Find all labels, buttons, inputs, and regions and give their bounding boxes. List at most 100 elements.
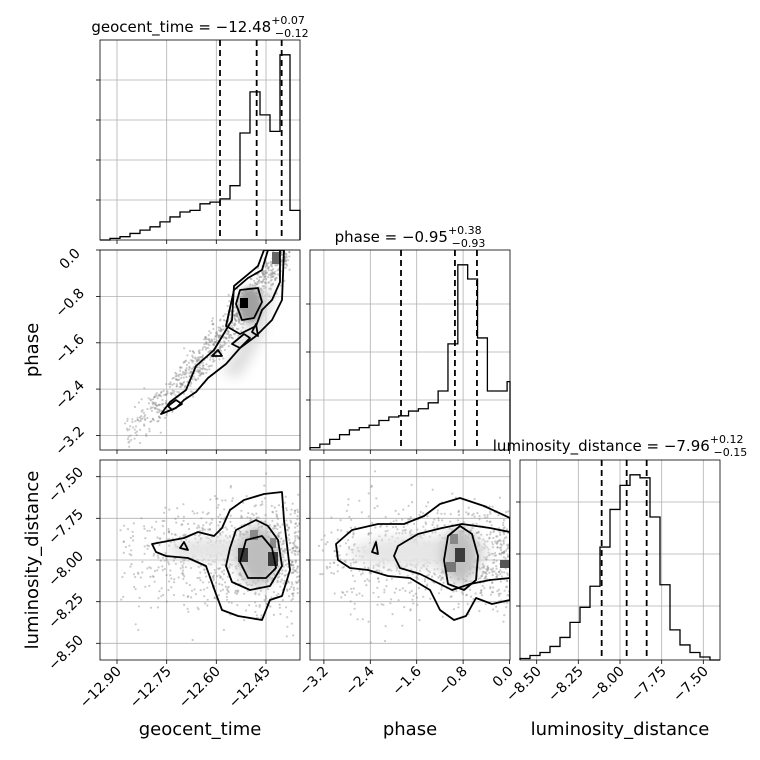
scatter-point (271, 275, 274, 278)
scatter-point (186, 607, 189, 611)
scatter-point (218, 336, 221, 339)
scatter-point (495, 605, 498, 608)
scatter-point (137, 401, 140, 404)
scatter-point (191, 350, 194, 353)
scatter-point (169, 383, 172, 386)
scatter-point (162, 389, 165, 392)
scatter-point (392, 520, 395, 523)
scatter-point (212, 343, 215, 346)
scatter-point (285, 606, 288, 609)
scatter-point (273, 525, 276, 528)
scatter-point (214, 571, 217, 574)
xtick-labels-luminosity-distance: −8.50 −8.25 −8.00 −7.75 −7.50 (503, 664, 712, 706)
scatter-point (369, 572, 372, 575)
xtick-labels-geocent-time: −12.90 −12.75 −12.60 −12.45 (77, 664, 274, 712)
scatter-point (223, 341, 226, 344)
scatter-point (194, 534, 197, 537)
scatter-point (182, 534, 185, 537)
scatter-point (449, 513, 452, 516)
scatter-point (394, 509, 397, 512)
scatter-point (227, 601, 230, 604)
scatter-point (367, 492, 370, 495)
scatter-point (194, 356, 197, 359)
scatter-point (291, 583, 294, 586)
scatter-point (204, 336, 208, 339)
scatter-point (233, 322, 236, 325)
scatter-point (280, 547, 283, 551)
scatter-point (140, 415, 143, 418)
scatter-point (239, 571, 242, 575)
scatter-point (170, 393, 173, 396)
scatter-point (282, 556, 285, 559)
scatter-point (493, 529, 496, 532)
scatter-point (287, 526, 290, 529)
scatter-point (502, 542, 505, 545)
scatter-point (491, 505, 494, 508)
scatter-point (483, 571, 486, 574)
scatter-point (188, 365, 191, 368)
scatter-point (195, 359, 198, 362)
scatter-point (198, 372, 201, 375)
scatter-point (150, 409, 154, 412)
scatter-point (272, 591, 276, 594)
scatter-point (502, 551, 505, 554)
scatter-point (169, 391, 172, 395)
scatter-point (222, 518, 225, 521)
scatter-point (353, 607, 356, 610)
scatter-point (218, 582, 221, 586)
scatter-point (144, 414, 147, 417)
scatter-point (162, 532, 166, 535)
scatter-point (367, 532, 370, 535)
scatter-point (296, 587, 299, 590)
scatter-point (155, 404, 158, 407)
scatter-point (282, 542, 285, 545)
scatter-point (282, 242, 284, 244)
scatter-point (505, 549, 508, 552)
scatter-point (272, 268, 275, 271)
scatter-point (211, 323, 214, 326)
scatter-point (202, 364, 205, 367)
scatter-point (155, 520, 158, 523)
scatter-point (294, 553, 297, 557)
scatter-point (196, 358, 199, 361)
scatter-point (280, 253, 283, 256)
scatter-point (425, 568, 428, 571)
scatter-point (158, 416, 161, 419)
scatter-point (326, 541, 329, 544)
scatter-point (196, 606, 199, 609)
scatter-point (483, 514, 486, 517)
scatter-point (398, 572, 401, 575)
xtick-label-phase-0: −3.2 (296, 664, 331, 699)
scatter-point (457, 602, 460, 606)
scatter-point (255, 614, 258, 617)
scatter-point (258, 593, 261, 596)
scatter-point (500, 551, 503, 554)
scatter-point (227, 293, 230, 297)
scatter-point (274, 273, 277, 276)
scatter-point (188, 527, 191, 531)
scatter-point (276, 514, 279, 517)
scatter-point (293, 509, 296, 512)
scatter-point (294, 559, 297, 562)
scatter-point (272, 272, 275, 275)
scatter-point (237, 334, 240, 337)
scatter-point (257, 279, 261, 282)
scatter-point (283, 501, 286, 504)
scatter-point (139, 417, 143, 421)
scatter-point (203, 367, 206, 370)
scatter-point (363, 580, 367, 583)
scatter-point (221, 578, 224, 581)
scatter-point (429, 597, 432, 600)
scatter-point (255, 604, 258, 607)
scatter-point (290, 572, 293, 575)
scatter-point (263, 598, 266, 602)
scatter-point (157, 411, 160, 414)
scatter-point (395, 532, 398, 535)
scatter-point (457, 509, 460, 512)
scatter-point (203, 343, 206, 346)
scatter-point (294, 522, 298, 525)
scatter-point (403, 606, 406, 609)
scatter-point (187, 522, 190, 526)
scatter-point (266, 262, 269, 265)
scatter-point (122, 540, 125, 543)
